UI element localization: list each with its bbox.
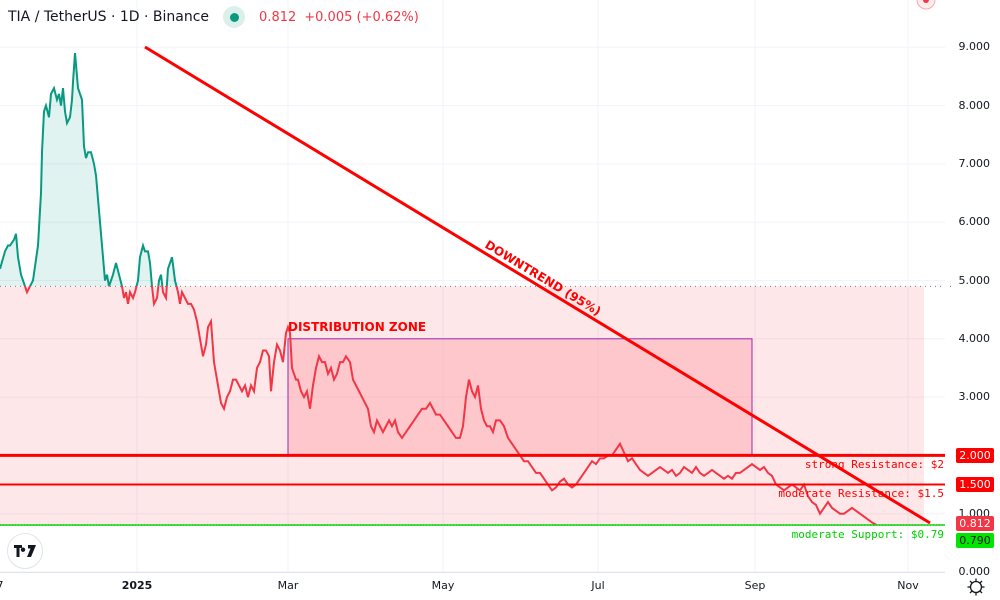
y-axis-label: 8.000 [958,98,991,112]
last-price: 0.812 [259,9,297,25]
symbol-title[interactable]: TIA / TetherUS · 1D · Binance [8,9,210,25]
y-axis-label: 9.000 [958,40,991,54]
x-axis-label: Jul [591,579,605,592]
x-axis-label-partial: 7 [0,579,4,592]
chart-header: TIA / TetherUS · 1D · Binance 0.812 +0.0… [8,6,419,28]
support-tag: 0.790 [956,533,994,548]
downtrend-line [144,45,931,525]
last-price-dot [923,0,929,3]
price-line-below [23,286,877,526]
x-axis-label: 2025 [121,579,153,592]
y-axis-label: 0.000 [958,565,991,578]
strong-resistance-label: strong Resistance: $2 [805,458,944,471]
y-axis-label: 6.000 [958,215,991,229]
price-line-above [0,53,178,286]
area-fill-below [0,286,924,526]
y-axis-label: 7.000 [958,156,991,170]
last-price-pulse [916,0,936,10]
resistance-2-tag: 2.000 [956,448,994,463]
market-status-icon [223,6,246,28]
x-axis-label: Mar [277,579,299,592]
distribution-zone-label: DISTRIBUTION ZONE [288,320,426,334]
x-axis-label: May [431,579,455,592]
x-axis-label: Nov [897,579,919,592]
x-axis-label: Sep [744,579,766,592]
price-change: +0.005 (+0.62%) [304,9,419,25]
y-axis-label: 4.000 [958,331,991,345]
moderate-resistance-label: moderate Resistance: $1.5 [778,487,944,500]
tradingview-logo-icon[interactable] [7,533,43,569]
support-label: moderate Support: $0.79 [792,528,944,541]
gear-icon[interactable] [966,577,986,597]
y-axis-label: 5.000 [958,273,991,287]
last-price-tag: 0.812 [956,516,994,531]
y-axis-label: 3.000 [958,390,991,404]
resistance-1-5-tag: 1.500 [956,477,994,492]
distribution-zone-box [287,338,753,456]
price-area [0,53,955,526]
